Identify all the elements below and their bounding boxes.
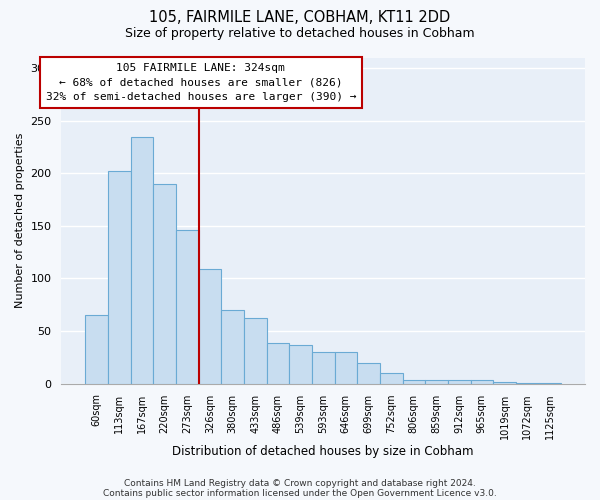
Text: Contains public sector information licensed under the Open Government Licence v3: Contains public sector information licen… [103,488,497,498]
Bar [289,345,312,384]
Bar [380,373,403,384]
Bar [85,316,108,384]
Bar [176,230,199,384]
Bar [131,138,153,384]
Y-axis label: Number of detached properties: Number of detached properties [15,133,25,308]
Bar [312,352,335,384]
Bar [153,184,176,384]
Bar [357,362,380,384]
Bar [470,380,493,384]
Bar [244,318,266,384]
Text: 105 FAIRMILE LANE: 324sqm
← 68% of detached houses are smaller (826)
32% of semi: 105 FAIRMILE LANE: 324sqm ← 68% of detac… [46,63,356,102]
Bar [221,310,244,384]
X-axis label: Distribution of detached houses by size in Cobham: Distribution of detached houses by size … [172,444,474,458]
Text: 105, FAIRMILE LANE, COBHAM, KT11 2DD: 105, FAIRMILE LANE, COBHAM, KT11 2DD [149,10,451,25]
Bar [539,382,561,384]
Bar [108,171,131,384]
Text: Contains HM Land Registry data © Crown copyright and database right 2024.: Contains HM Land Registry data © Crown c… [124,478,476,488]
Bar [199,269,221,384]
Text: Size of property relative to detached houses in Cobham: Size of property relative to detached ho… [125,28,475,40]
Bar [493,382,516,384]
Bar [335,352,357,384]
Bar [448,380,470,384]
Bar [266,342,289,384]
Bar [403,380,425,384]
Bar [425,380,448,384]
Bar [516,382,539,384]
